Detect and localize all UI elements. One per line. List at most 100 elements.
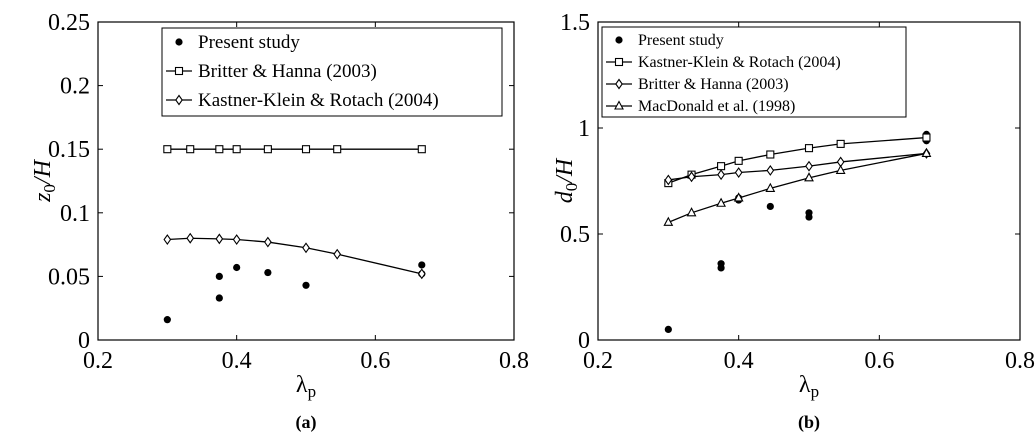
ticks-a: 0.2 0.4 0.6 0.8 0 0.05 0.1 0.15 0.2 0.25 (48, 10, 529, 374)
legend-label-kastner-klein-a: Kastner-Klein & Rotach (2004) (198, 90, 439, 111)
panel-b: 0.2 0.4 0.6 0.8 0 0.5 1 1.5 Present study Kastn… (552, 10, 1035, 433)
point-present-study-a (215, 294, 223, 302)
y-tick-label-a: 0.2 (60, 74, 90, 100)
point-macdonald-et-al-1998-b (835, 164, 846, 174)
point-britter-hanna-2003-a (163, 145, 172, 154)
point-macdonald-et-al-1998-b (716, 197, 726, 207)
y-tick-label-a: 0.05 (48, 264, 90, 290)
panel-caption-b: (b) (798, 412, 820, 433)
legend-box-a (161, 27, 503, 117)
point-kastner-klein-rotach-2004-a (215, 233, 224, 245)
x-tick-label-a: 0.2 (83, 348, 113, 374)
legend-label-kastner-klein-b: Kastner-Klein & Rotach (2004) (638, 54, 841, 71)
point-present-study-b (805, 209, 813, 217)
point-britter-hanna-2003-a (186, 145, 195, 154)
plot-area-a (97, 21, 515, 341)
point-kastner-klein-rotach-2004-b (717, 162, 726, 171)
point-macdonald-et-al-1998-b (765, 182, 776, 192)
x-tick-label-b: 0.2 (583, 348, 613, 374)
y-tick-label-b: 0.5 (560, 222, 590, 248)
x-tick-label-a: 0.6 (360, 348, 390, 374)
point-macdonald-et-al-1998-b (663, 216, 674, 226)
y-tick-label-a: 0.25 (48, 10, 90, 36)
point-kastner-klein-rotach-2004-a (417, 268, 426, 280)
legend-label-present-study-b: Present study (638, 32, 724, 49)
legend-marker-kastner-klein-rotach-2004-a (175, 94, 183, 106)
point-present-study-b (664, 325, 672, 333)
point-kastner-klein-rotach-2004-a (232, 234, 241, 245)
series-line-kastner-klein-rotach-2004-a (167, 237, 422, 275)
point-kastner-klein-rotach-2004-b (734, 156, 743, 165)
legend-marker-macdonald-et-al-1998-b (614, 100, 624, 110)
legend-label-britter-hanna-b: Britter & Hanna (2003) (638, 76, 789, 93)
x-tick-label-a: 0.8 (499, 348, 529, 374)
legend-b: Present study Kastner-Klein & Rotach (20… (601, 26, 907, 118)
y-tick-label-b: 1 (578, 116, 590, 142)
legend-marker-present-study-a (175, 38, 183, 46)
point-britter-hanna-2003-b (664, 174, 673, 186)
y-tick-label-a: 0.1 (60, 201, 90, 227)
point-kastner-klein-rotach-2004-b (922, 133, 931, 142)
point-present-study-a (302, 281, 310, 289)
x-tick-label-a: 0.4 (222, 348, 252, 374)
point-britter-hanna-2003-a (333, 145, 342, 154)
x-tick-label-b: 0.4 (724, 348, 754, 374)
point-present-study-a (163, 316, 171, 324)
point-britter-hanna-2003-a (215, 145, 224, 154)
y-axis-label-b: d0/H (552, 157, 581, 203)
point-present-study-b (766, 202, 774, 211)
point-present-study-a (215, 272, 223, 280)
point-britter-hanna-2003-a (263, 145, 272, 154)
y-tick-label-b: 0 (578, 328, 590, 354)
legend-label-britter-hanna-a: Britter & Hanna (2003) (198, 61, 377, 82)
y-tick-label-a: 0.15 (48, 137, 90, 163)
legend-a: Present study Britter & Hanna (2003) Kas… (161, 27, 503, 117)
point-macdonald-et-al-1998-b (804, 172, 814, 182)
legend-marker-britter-hanna-2003-b (615, 78, 623, 90)
point-kastner-klein-rotach-2004-a (333, 248, 342, 260)
point-kastner-klein-rotach-2004-a (163, 234, 172, 245)
legend-box-b (601, 26, 907, 118)
point-macdonald-et-al-1998-b (686, 207, 697, 217)
point-macdonald-et-al-1998-b (733, 192, 744, 202)
point-present-study-a (418, 261, 426, 269)
x-tick-label-b: 0.8 (1005, 348, 1035, 374)
point-kastner-klein-rotach-2004-b (804, 144, 814, 153)
panel-caption-a: (a) (296, 412, 317, 433)
point-britter-hanna-2003-b (734, 167, 743, 178)
y-tick-label-a: 0 (78, 328, 90, 354)
point-kastner-klein-rotach-2004-a (186, 232, 195, 244)
y-axis-label-a: z0/H (30, 158, 59, 203)
point-britter-hanna-2003-b (805, 160, 813, 172)
legend-marker-britter-hanna-2003-a (174, 66, 184, 76)
legend-label-present-study-a: Present study (198, 32, 300, 53)
x-axis-label-b: λp (799, 372, 819, 401)
point-present-study-b (717, 260, 725, 268)
legend-label-macdonald-b: MacDonald et al. (1998) (638, 98, 795, 115)
point-present-study-a (264, 268, 272, 277)
point-britter-hanna-2003-b (687, 171, 696, 183)
point-macdonald-et-al-1998-b (921, 147, 932, 157)
point-britter-hanna-2003-b (717, 169, 725, 181)
ticks-b: 0.2 0.4 0.6 0.8 0 0.5 1 1.5 (560, 10, 1035, 374)
point-britter-hanna-2003-a (301, 145, 311, 154)
point-kastner-klein-rotach-2004-b (766, 150, 775, 159)
legend-marker-kastner-klein-rotach-2004-b (614, 57, 624, 67)
point-kastner-klein-rotach-2004-a (302, 242, 310, 254)
plot-area-b (597, 21, 1021, 341)
marks-b (663, 130, 932, 333)
x-axis-label-a: λp (296, 372, 316, 401)
point-kastner-klein-rotach-2004-b (836, 139, 845, 148)
point-kastner-klein-rotach-2004-a (263, 236, 272, 248)
point-britter-hanna-2003-b (766, 164, 775, 176)
legend-keys-a (166, 38, 192, 106)
series-line-macdonald-et-al-1998-b (668, 152, 927, 223)
series-line-kastner-klein-rotach-2004-b (668, 136, 927, 184)
marks-a (163, 145, 426, 324)
panel-a: 0.2 0.4 0.6 0.8 0 0.05 0.1 0.15 0.2 0.25 Present … (30, 10, 529, 433)
series-line-britter-hanna-2003-b (668, 152, 927, 181)
point-britter-hanna-2003-a (417, 145, 426, 154)
point-britter-hanna-2003-a (232, 145, 241, 154)
x-tick-label-b: 0.6 (864, 348, 894, 374)
